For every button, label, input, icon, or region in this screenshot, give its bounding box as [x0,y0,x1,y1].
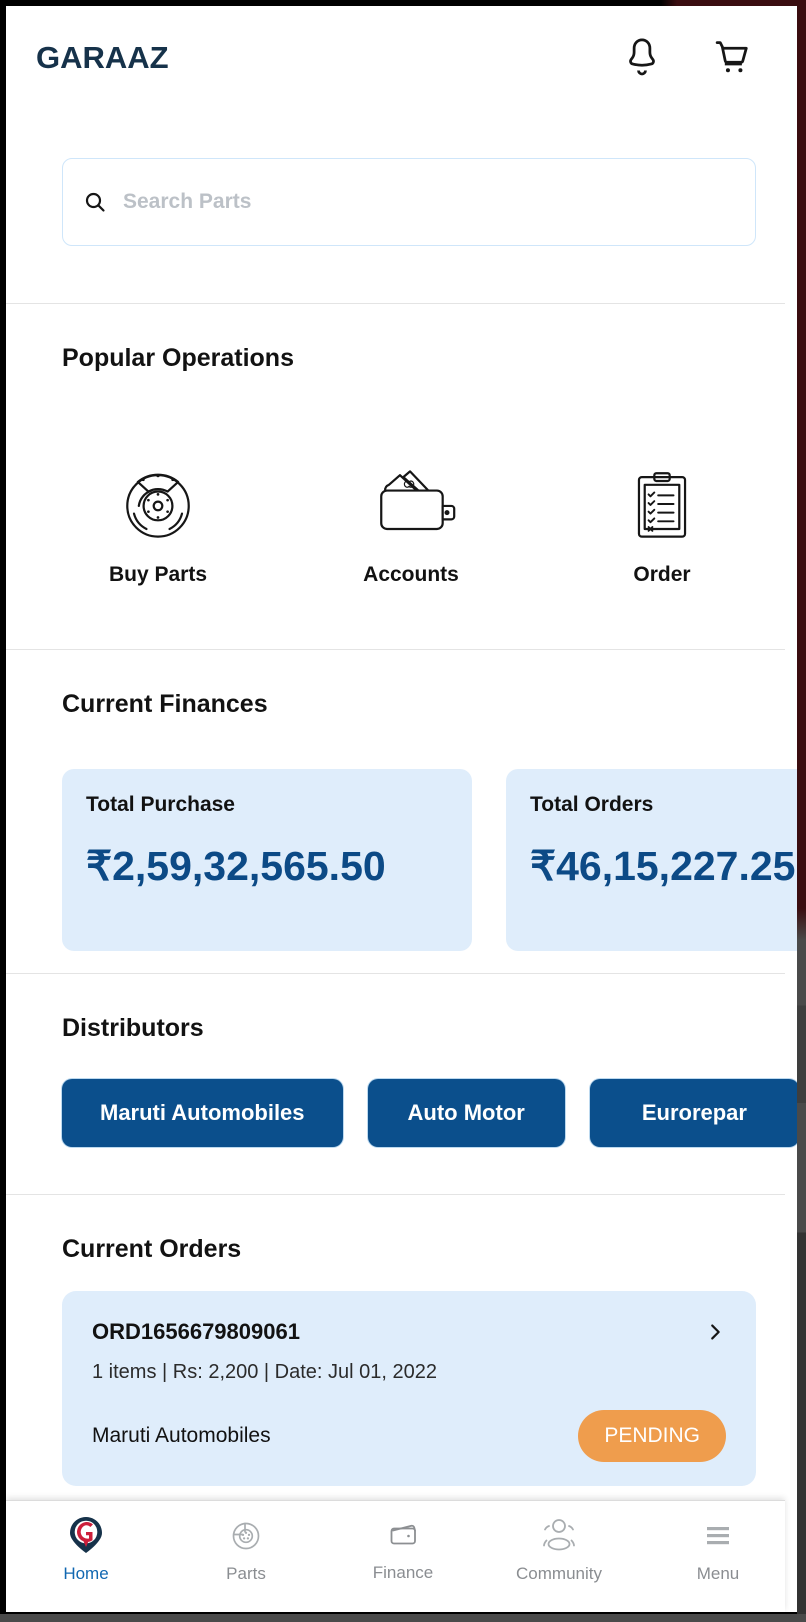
svg-text:GARAAZ: GARAAZ [36,40,169,75]
